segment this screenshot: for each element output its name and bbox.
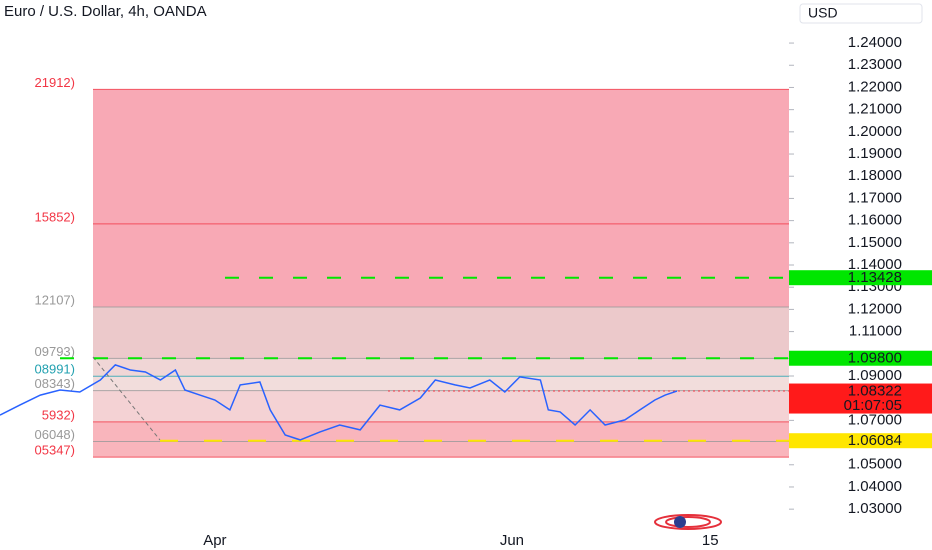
currency-box[interactable] [799,3,923,24]
level-label: 05347) [35,443,75,458]
y-tick-label: 1.16000 [848,212,902,229]
logo [654,514,722,530]
y-tick-label: 1.03000 [848,500,902,517]
y-tick-label: 1.11000 [849,323,902,340]
x-tick-label: 15 [702,532,719,549]
zone [93,89,789,224]
price-tag [789,270,932,286]
y-tick-label: 1.15000 [848,234,902,251]
price-tag-label: 1.09800 [848,350,902,367]
y-tick-label: 1.21000 [848,101,902,118]
x-tick-label: Jun [500,532,524,549]
y-tick-label: 1.20000 [848,123,902,140]
axis: 1.24000 1.23000 1.22000 1.21000 1.20000 1.190… [203,34,932,549]
price-tag-label: 1.13428 [848,269,902,286]
zone [93,307,789,359]
zone [93,441,789,458]
price-tag [789,433,932,449]
y-tick-label: 1.23000 [848,56,902,73]
level-label: 06048) [35,427,75,442]
y-tick-label: 1.04000 [848,478,902,495]
currency: USD [808,5,838,21]
zone [93,390,789,422]
y-tick-label: 1.12000 [848,300,902,317]
level-label: 09793) [35,344,75,359]
price-line [0,364,678,441]
y-tick-label: 1.19000 [848,145,902,162]
price-tag-label: 1.08322 [848,383,902,400]
y-tick-label: 1.18000 [848,167,902,184]
y-tick-label: 1.07000 [848,411,902,428]
chart-title: Euro / U.S. Dollar, 4h, OANDA [4,3,207,20]
plot: 21912) 15852) 12107) 09793) 08991)08343) 5932… [0,75,789,458]
x-tick-label: Apr [203,532,226,549]
y-tick-label: 1.17000 [848,189,902,206]
countdown: 01:07:05 [844,397,902,414]
level-label: 21912) [35,75,75,90]
level-label: 08343) [35,376,75,391]
y-tick-label: 1.14000 [848,256,902,273]
zone [93,421,789,442]
price-tag [789,350,932,366]
zones [93,88,789,458]
y-tick-label: 1.22000 [848,78,902,95]
y-tick-label: 1.09000 [848,367,902,384]
zone [93,376,789,391]
level-label: 12107) [35,292,75,307]
price-tag-label: 1.06084 [848,432,902,449]
price-tag [789,383,932,414]
level-label: 15852) [35,209,75,224]
zone [93,358,789,377]
level-label: 08991) [35,362,75,377]
y-tick-label: 1.05000 [848,456,902,473]
y-tick-label: 1.24000 [848,34,902,51]
level-label: 5932) [42,407,75,422]
zone [93,223,789,308]
trend-line [92,356,161,441]
